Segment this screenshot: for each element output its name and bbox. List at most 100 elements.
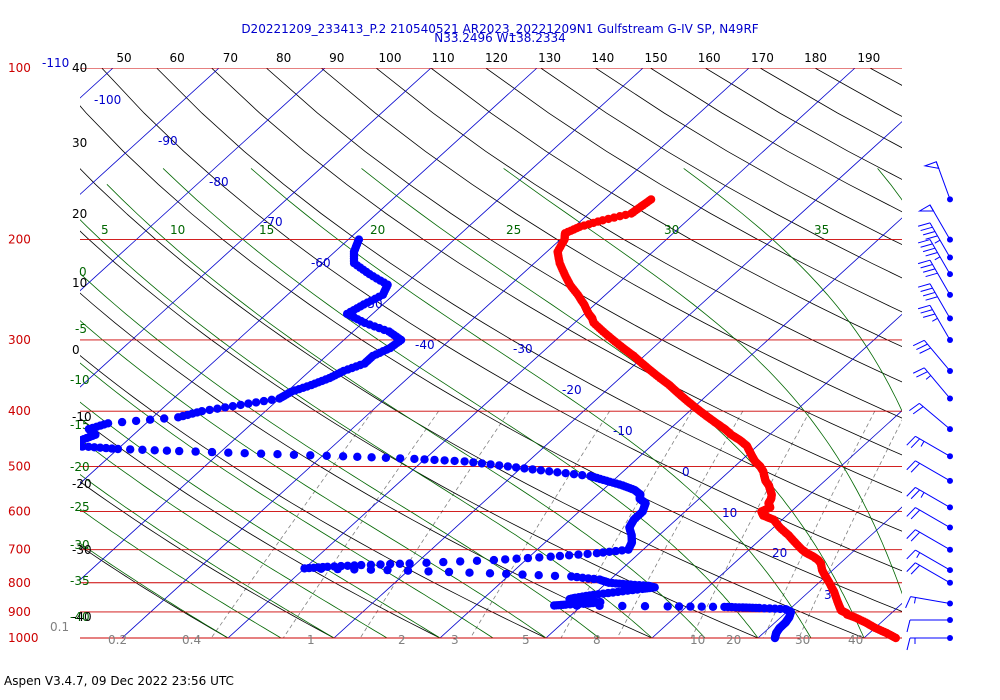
dry-adiabat-line xyxy=(320,68,902,419)
wind-barb xyxy=(906,562,953,586)
wind-barb-full xyxy=(922,291,936,297)
dewpoint-point xyxy=(536,466,546,475)
dewpoint-point xyxy=(663,602,672,611)
dewpoint-point xyxy=(440,456,449,465)
mixing-ratio-line xyxy=(985,411,1000,638)
mixing-ratio-label: 8 xyxy=(593,633,601,647)
wind-barb xyxy=(906,435,953,460)
wind-barb-pennant xyxy=(917,204,935,212)
dewpoint-point xyxy=(117,417,127,427)
dewpoint-point xyxy=(444,567,454,577)
dry-adiabat-line xyxy=(650,68,902,213)
wind-barb-full xyxy=(906,619,911,633)
mixing-ratio-label: 30 xyxy=(795,633,810,647)
wind-barb xyxy=(906,507,953,531)
dewpoint-point xyxy=(439,557,448,567)
dry-adiabat-line xyxy=(595,68,902,245)
dewpoint-point xyxy=(553,468,562,477)
wind-barb-half xyxy=(920,441,925,447)
dewpoint-point xyxy=(618,601,627,611)
dewpoint-point xyxy=(518,570,527,579)
wind-barb xyxy=(917,259,953,298)
dry-adiabat-line xyxy=(705,68,902,180)
isotherm-label: 20 xyxy=(772,546,787,560)
wind-barb-staff xyxy=(915,529,951,551)
dry-adiabat-line xyxy=(925,68,1000,638)
moist-adiabat-left-label: -5 xyxy=(75,322,87,336)
dewpoint-point xyxy=(244,399,253,408)
dewpoint-point xyxy=(145,415,155,424)
moist-adiabat-line xyxy=(361,168,865,639)
dewpoint-point xyxy=(138,445,147,454)
wind-barb-full xyxy=(906,460,916,471)
isotherm-label: -90 xyxy=(158,134,178,148)
dewpoint-point xyxy=(495,461,504,470)
dewpoint-point xyxy=(550,571,560,581)
dewpoint-point xyxy=(569,470,579,479)
dry-adiabat-label: 40 xyxy=(72,61,87,75)
wind-barb-full xyxy=(906,637,911,651)
dry-adiabat-line xyxy=(375,68,902,383)
isotherm-line xyxy=(651,410,902,639)
top-scale-label: 150 xyxy=(645,51,668,65)
dry-adiabat-line xyxy=(80,481,335,639)
dewpoint-point xyxy=(403,566,413,575)
dewpoint-point xyxy=(228,402,237,411)
dewpoint-point xyxy=(486,460,495,469)
dewpoint-point xyxy=(67,438,75,446)
wind-barb xyxy=(912,367,953,402)
dewpoint-point xyxy=(306,451,315,460)
wind-barb-full xyxy=(920,309,933,314)
pressure-label: 900 xyxy=(8,605,31,619)
isotherm-line xyxy=(121,68,750,639)
wind-barb-staff xyxy=(915,562,951,584)
moist-adiabat-left-label: -25 xyxy=(70,500,90,514)
wind-barb-staff xyxy=(923,367,951,399)
wind-barb-full xyxy=(922,268,936,273)
dewpoint-point xyxy=(465,568,474,577)
dewpoint-point xyxy=(205,405,214,415)
isotherm-label: -60 xyxy=(311,256,331,270)
dewpoint-point xyxy=(523,553,533,563)
dewpoint-point xyxy=(273,450,282,459)
moist-adiabat-line xyxy=(80,320,547,639)
mixing-ratio-line xyxy=(282,410,439,639)
dewpoint-point xyxy=(430,455,439,465)
dewpoint-point xyxy=(469,458,478,467)
moist-adiabat-label: 20 xyxy=(370,223,385,237)
dewpoint-point xyxy=(545,467,554,476)
dewpoint-point xyxy=(224,448,233,457)
isotherm-label: -30 xyxy=(513,342,533,356)
moist-adiabat-line xyxy=(250,168,812,639)
top-scale-label: 100 xyxy=(379,51,402,65)
isotherm-line xyxy=(80,68,220,195)
wind-barb-full xyxy=(925,235,938,240)
dewpoint-point xyxy=(595,601,604,610)
sounding-traces xyxy=(67,195,900,643)
pressure-label: 600 xyxy=(8,505,31,519)
dewpoint-point xyxy=(564,551,574,560)
moist-adiabat-line xyxy=(503,168,902,595)
dewpoint-point xyxy=(572,601,582,610)
dewpoint-point xyxy=(424,567,433,576)
top-scale-label: 180 xyxy=(804,51,827,65)
isotherm-line xyxy=(863,602,902,639)
dewpoint-point xyxy=(316,564,326,573)
mixing-ratio-label: 0.1 xyxy=(50,620,69,634)
wind-barb-full xyxy=(916,371,928,378)
wind-barb-full xyxy=(922,313,936,318)
mixing-ratio-label: 1 xyxy=(307,633,315,647)
dewpoint-point xyxy=(697,602,706,611)
dry-adiabat-label: 20 xyxy=(72,207,87,221)
pressure-label: 1000 xyxy=(8,631,39,645)
top-scale-label: 130 xyxy=(538,51,561,65)
dewpoint-point xyxy=(160,414,169,423)
isotherm-label: -70 xyxy=(263,215,283,229)
wind-barb-staff xyxy=(910,596,951,605)
dry-adiabat-label: 10 xyxy=(72,276,87,290)
isotherm-label: -110 xyxy=(42,56,69,70)
dry-adiabat-line xyxy=(80,545,229,639)
dewpoint-point xyxy=(80,439,81,444)
dewpoint-point xyxy=(191,447,200,456)
wind-barb-full xyxy=(909,402,920,412)
